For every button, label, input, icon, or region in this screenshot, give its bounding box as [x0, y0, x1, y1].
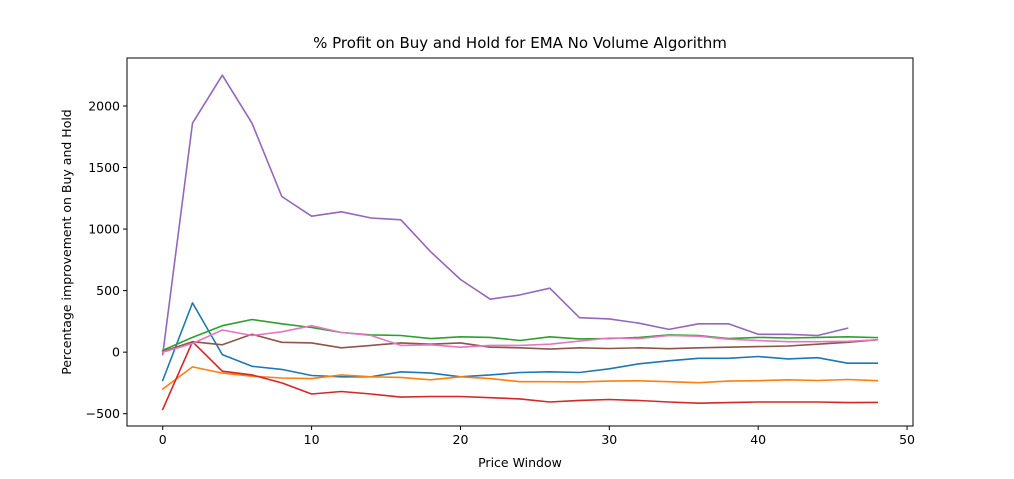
x-tick-label: 50	[899, 432, 915, 447]
y-axis: −500 0 500 1000 1500 2000	[86, 99, 127, 421]
x-tick-label: 10	[304, 432, 320, 447]
y-tick-label: 1000	[88, 222, 120, 237]
series-line-6	[161, 333, 879, 353]
y-tick-label: 2000	[88, 99, 120, 114]
plot-frame	[126, 57, 914, 427]
y-tick-label: 0	[112, 345, 120, 360]
y-tick-label: 500	[96, 283, 120, 298]
chart-title: % Profit on Buy and Hold for EMA No Volu…	[313, 34, 727, 52]
y-tick-label: −500	[86, 406, 120, 421]
series-layer	[161, 74, 879, 411]
x-tick-label: 30	[601, 432, 617, 447]
series-line-1	[161, 302, 879, 382]
x-tick-label: 20	[453, 432, 469, 447]
x-tick-label: 40	[750, 432, 766, 447]
series-line-5	[161, 74, 849, 356]
series-line-7	[161, 324, 879, 354]
y-tick-label: 1500	[88, 160, 120, 175]
y-axis-label: Percentage improvement on Buy and Hold	[59, 109, 74, 375]
series-line-2	[161, 366, 879, 391]
x-axis-label: Price Window	[478, 455, 562, 470]
x-tick-label: 0	[159, 432, 167, 447]
x-axis: 0 10 20 30 40 50	[159, 426, 915, 447]
series-line-4	[161, 340, 879, 411]
series-line-3	[161, 318, 879, 352]
